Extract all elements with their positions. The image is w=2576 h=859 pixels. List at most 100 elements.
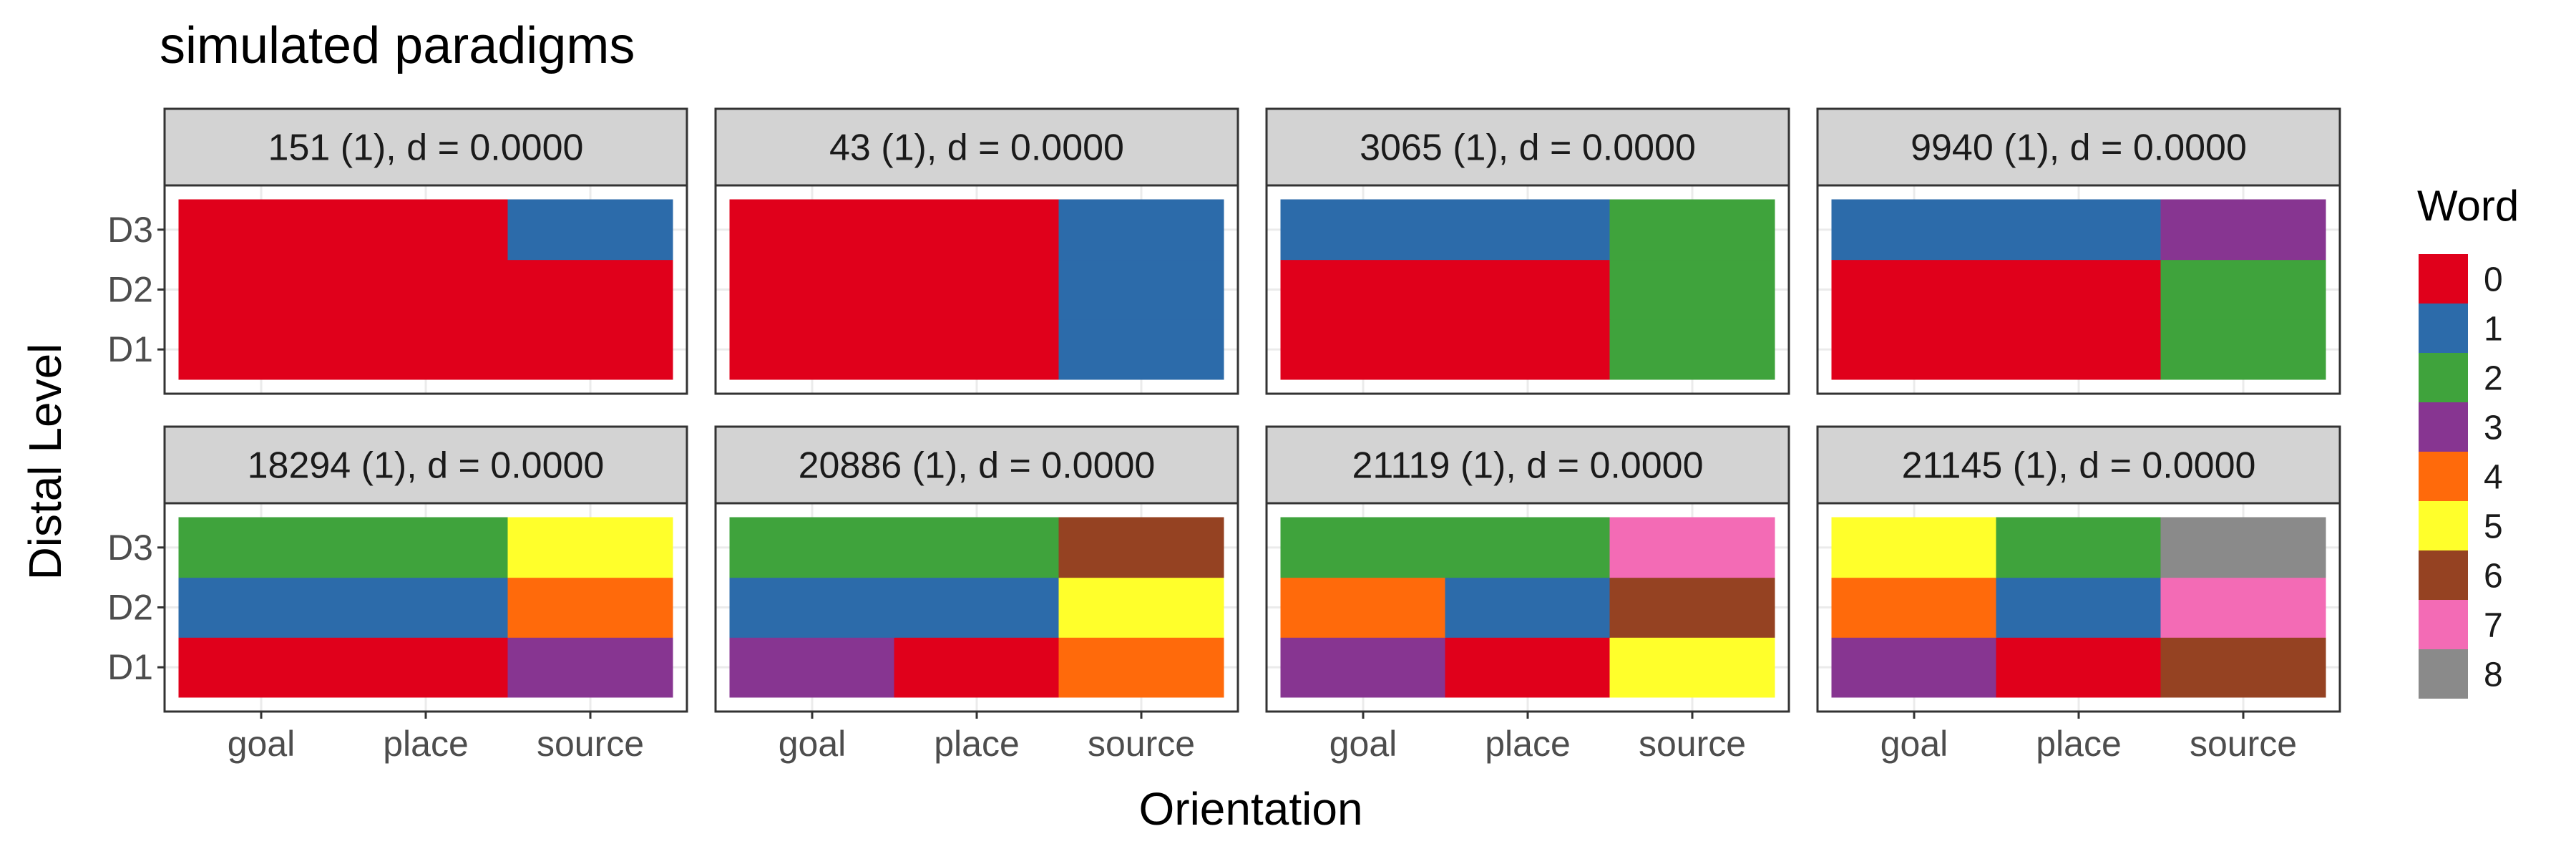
x-tick-label: goal xyxy=(1880,724,1948,764)
x-tick-label: goal xyxy=(779,724,847,764)
heatmap-tile-D3-goal xyxy=(729,517,895,578)
x-tick-label: source xyxy=(1088,724,1195,764)
heatmap-tile-D3-source xyxy=(1058,517,1224,578)
heatmap-tile-D2-source xyxy=(1609,577,1775,638)
heatmap-tile-D2-goal xyxy=(1831,259,1997,320)
facet-strip-label: 151 (1), d = 0.0000 xyxy=(268,127,584,169)
heatmap-tile-D1-place xyxy=(894,636,1060,698)
heatmap-tile-D1-place xyxy=(1996,636,2162,698)
y-tick-label: D3 xyxy=(107,210,153,250)
heatmap-tile-D3-place xyxy=(1996,517,2162,578)
legend-label: 7 xyxy=(2484,607,2503,645)
heatmap-tile-D2-goal xyxy=(1280,577,1446,638)
legend-key-8 xyxy=(2419,649,2468,699)
heatmap-tile-D2-place xyxy=(1996,259,2162,320)
heatmap-tile-D3-place xyxy=(894,199,1060,261)
heatmap-tile-D3-source xyxy=(2160,517,2326,578)
facet-panels: 151 (1), d = 0.0000 D1 D2 D3 43 (1), d = 0.0… xyxy=(107,107,2341,764)
x-tick-label: goal xyxy=(1330,724,1397,764)
heatmap-tile-D3-place xyxy=(343,199,509,261)
heatmap-tile-D2-place xyxy=(894,259,1060,320)
facet-panel: 3065 (1), d = 0.0000 xyxy=(1265,107,1790,395)
facet-strip xyxy=(714,425,1239,505)
legend-key-0 xyxy=(2419,254,2468,304)
heatmap-tile-D1-place xyxy=(1445,319,1611,380)
facet-panel: 20886 (1), d = 0.0000 goal place source xyxy=(714,425,1239,764)
heatmap-tile-D2-source xyxy=(1058,259,1224,320)
heatmap-tile-D1-place xyxy=(894,319,1060,380)
y-tick-label: D2 xyxy=(107,588,153,628)
heatmap-tile-D1-goal xyxy=(1831,319,1997,380)
facet-strip xyxy=(163,425,688,505)
heatmap-tile-D2-source xyxy=(2160,259,2326,320)
heatmap-tile-D1-place xyxy=(343,636,509,698)
legend-key-4 xyxy=(2419,452,2468,501)
heatmap-tile-D3-place xyxy=(894,517,1060,578)
heatmap-tile-D3-goal xyxy=(1280,199,1446,261)
heatmap-tile-D3-place xyxy=(1445,517,1611,578)
heatmap-tile-D1-place xyxy=(1996,319,2162,380)
legend-key-3 xyxy=(2419,402,2468,452)
panel-border xyxy=(1265,184,1790,395)
heatmap-tile-D3-goal xyxy=(1831,199,1997,261)
y-tick-label: D1 xyxy=(107,329,153,369)
heatmap-tile-D3-goal xyxy=(178,517,344,578)
facet-strip xyxy=(1816,107,2341,187)
heatmap-tile-D2-place xyxy=(343,577,509,638)
legend-label: 0 xyxy=(2484,261,2503,299)
legend-key-5 xyxy=(2419,501,2468,550)
heatmap-tile-D2-place xyxy=(343,259,509,320)
heatmap-tile-D2-source xyxy=(1609,259,1775,320)
heatmap-tile-D1-goal xyxy=(729,636,895,698)
heatmap-tile-D2-goal xyxy=(178,259,344,320)
heatmap-tile-D1-goal xyxy=(1831,636,1997,698)
facet-panel: 9940 (1), d = 0.0000 xyxy=(1816,107,2341,395)
heatmap-tile-D1-source xyxy=(2160,636,2326,698)
heatmap-tile-D2-place xyxy=(894,577,1060,638)
legend-label: 4 xyxy=(2484,459,2503,497)
legend-label: 1 xyxy=(2484,311,2503,349)
x-tick-label: source xyxy=(2190,724,2297,764)
heatmap-tile-D1-source xyxy=(507,319,673,380)
heatmap-tile-D1-source xyxy=(1058,319,1224,380)
panel-border xyxy=(1816,184,2341,395)
heatmap-tile-D2-goal xyxy=(729,259,895,320)
y-tick-label: D1 xyxy=(107,647,153,687)
heatmap-tile-D1-place xyxy=(343,319,509,380)
x-tick-label: goal xyxy=(228,724,296,764)
heatmap-tile-D1-source xyxy=(1609,319,1775,380)
heatmap-tile-D2-goal xyxy=(178,577,344,638)
legend-key-7 xyxy=(2419,600,2468,649)
heatmap-tile-D3-source xyxy=(1058,199,1224,261)
heatmap-tile-D1-goal xyxy=(729,319,895,380)
heatmap-tile-D3-goal xyxy=(1280,517,1446,578)
facet-strip-label: 20886 (1), d = 0.0000 xyxy=(799,445,1156,487)
x-tick-label: source xyxy=(537,724,644,764)
heatmap-tile-D2-source xyxy=(507,259,673,320)
facet-strip-label: 43 (1), d = 0.0000 xyxy=(829,127,1124,169)
heatmap-tile-D2-goal xyxy=(1831,577,1997,638)
panel-border xyxy=(714,184,1239,395)
legend-label: 2 xyxy=(2484,360,2503,398)
facet-panel: 43 (1), d = 0.0000 xyxy=(714,107,1239,395)
facet-strip xyxy=(1816,425,2341,505)
facet-strip-label: 21145 (1), d = 0.0000 xyxy=(1902,445,2256,487)
heatmap-tile-D3-goal xyxy=(729,199,895,261)
x-tick-label: place xyxy=(383,724,469,764)
facet-strip-label: 3065 (1), d = 0.0000 xyxy=(1360,127,1696,169)
heatmap-tile-D1-goal xyxy=(178,636,344,698)
legend-label: 8 xyxy=(2484,656,2503,694)
heatmap-tile-D2-place xyxy=(1445,259,1611,320)
heatmap-tile-D1-source xyxy=(1058,636,1224,698)
y-tick-label: D3 xyxy=(107,528,153,568)
facet-strip-label: 21119 (1), d = 0.0000 xyxy=(1352,445,1703,487)
heatmap-tile-D2-place xyxy=(1996,577,2162,638)
heatmap-tile-D1-source xyxy=(2160,319,2326,380)
facet-strip-label: 18294 (1), d = 0.0000 xyxy=(248,445,605,487)
heatmap-tile-D1-goal xyxy=(1280,319,1446,380)
heatmap-tile-D2-source xyxy=(1058,577,1224,638)
heatmap-tile-D1-goal xyxy=(178,319,344,380)
legend-key-6 xyxy=(2419,550,2468,600)
x-tick-label: place xyxy=(2036,724,2122,764)
